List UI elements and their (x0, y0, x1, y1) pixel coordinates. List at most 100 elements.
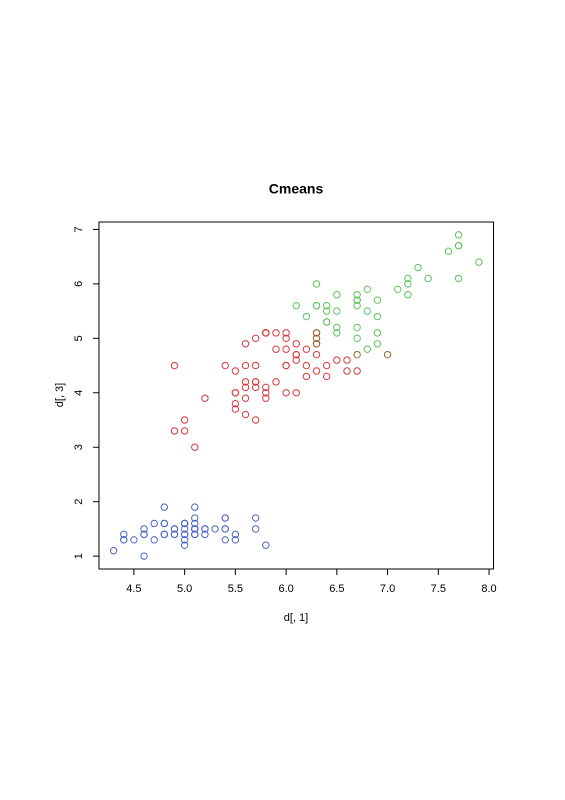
point (292, 301, 300, 310)
point (353, 301, 361, 310)
point (272, 345, 280, 353)
point (231, 530, 240, 539)
point (454, 242, 463, 250)
y-tick-label: 5 (73, 335, 85, 341)
point (444, 247, 453, 255)
point (475, 258, 483, 266)
point (353, 291, 361, 299)
point (180, 427, 189, 435)
point (262, 394, 270, 402)
point (241, 410, 250, 419)
point (312, 350, 321, 359)
point (424, 274, 432, 283)
y-tick-label: 7 (73, 226, 85, 232)
y-tick-label: 1 (73, 553, 85, 559)
point (160, 530, 169, 539)
x-tick-label: 5.0 (177, 583, 192, 595)
point (170, 361, 179, 370)
point (120, 536, 128, 544)
point (180, 416, 189, 424)
point (241, 383, 250, 392)
point (302, 361, 311, 370)
point (201, 530, 209, 539)
point (292, 356, 300, 364)
point (251, 525, 260, 533)
point (221, 361, 229, 370)
point (353, 350, 361, 359)
point (150, 536, 158, 544)
y-axis-label: d[, 3] (54, 383, 66, 407)
point (404, 291, 412, 299)
point (454, 274, 463, 283)
point (292, 340, 300, 348)
point (404, 274, 412, 283)
point (140, 530, 148, 539)
point (231, 399, 240, 408)
x-tick-label: 6.5 (329, 583, 344, 595)
point (180, 519, 189, 528)
point (180, 525, 189, 533)
y-tick-label: 3 (73, 444, 85, 450)
point (241, 394, 250, 402)
point (353, 296, 361, 304)
point (150, 519, 158, 528)
point (282, 345, 290, 353)
point (140, 525, 148, 533)
point (312, 334, 321, 343)
point (262, 329, 270, 337)
point (312, 340, 321, 348)
point (120, 530, 128, 539)
point (241, 378, 250, 386)
point (363, 285, 371, 294)
point (241, 361, 250, 370)
point (343, 356, 351, 364)
point (282, 329, 290, 337)
point (140, 552, 148, 560)
point (180, 530, 189, 539)
x-tick-label: 5.5 (228, 583, 243, 595)
point (251, 361, 260, 370)
chart-title: Cmeans (269, 181, 324, 197)
point (322, 361, 331, 370)
point (282, 389, 290, 397)
point (160, 503, 169, 511)
point (302, 312, 311, 321)
plot-frame (98, 221, 494, 570)
point (353, 367, 361, 375)
point (282, 334, 290, 343)
point (302, 372, 311, 381)
point (363, 345, 371, 353)
point (191, 514, 199, 522)
point (343, 367, 351, 375)
point (333, 307, 341, 315)
point (201, 394, 209, 402)
point (333, 329, 341, 337)
point (333, 356, 341, 364)
point (404, 280, 412, 288)
point (191, 530, 199, 539)
point (333, 323, 341, 332)
point (272, 329, 280, 337)
point (292, 350, 300, 359)
point (282, 361, 290, 370)
point (353, 334, 361, 343)
point (191, 443, 199, 451)
point (241, 340, 250, 348)
point (373, 340, 382, 348)
point (373, 329, 382, 337)
point (414, 263, 422, 272)
point (221, 514, 229, 522)
x-tick-label: 7.5 (431, 583, 446, 595)
point (302, 345, 311, 353)
point (251, 416, 260, 424)
point (201, 525, 209, 533)
x-axis-label: d[, 1] (284, 612, 308, 624)
point (373, 296, 382, 304)
point (231, 536, 240, 544)
x-tick-label: 6.0 (278, 583, 293, 595)
point (160, 519, 169, 528)
point (322, 307, 331, 315)
point (312, 301, 321, 310)
